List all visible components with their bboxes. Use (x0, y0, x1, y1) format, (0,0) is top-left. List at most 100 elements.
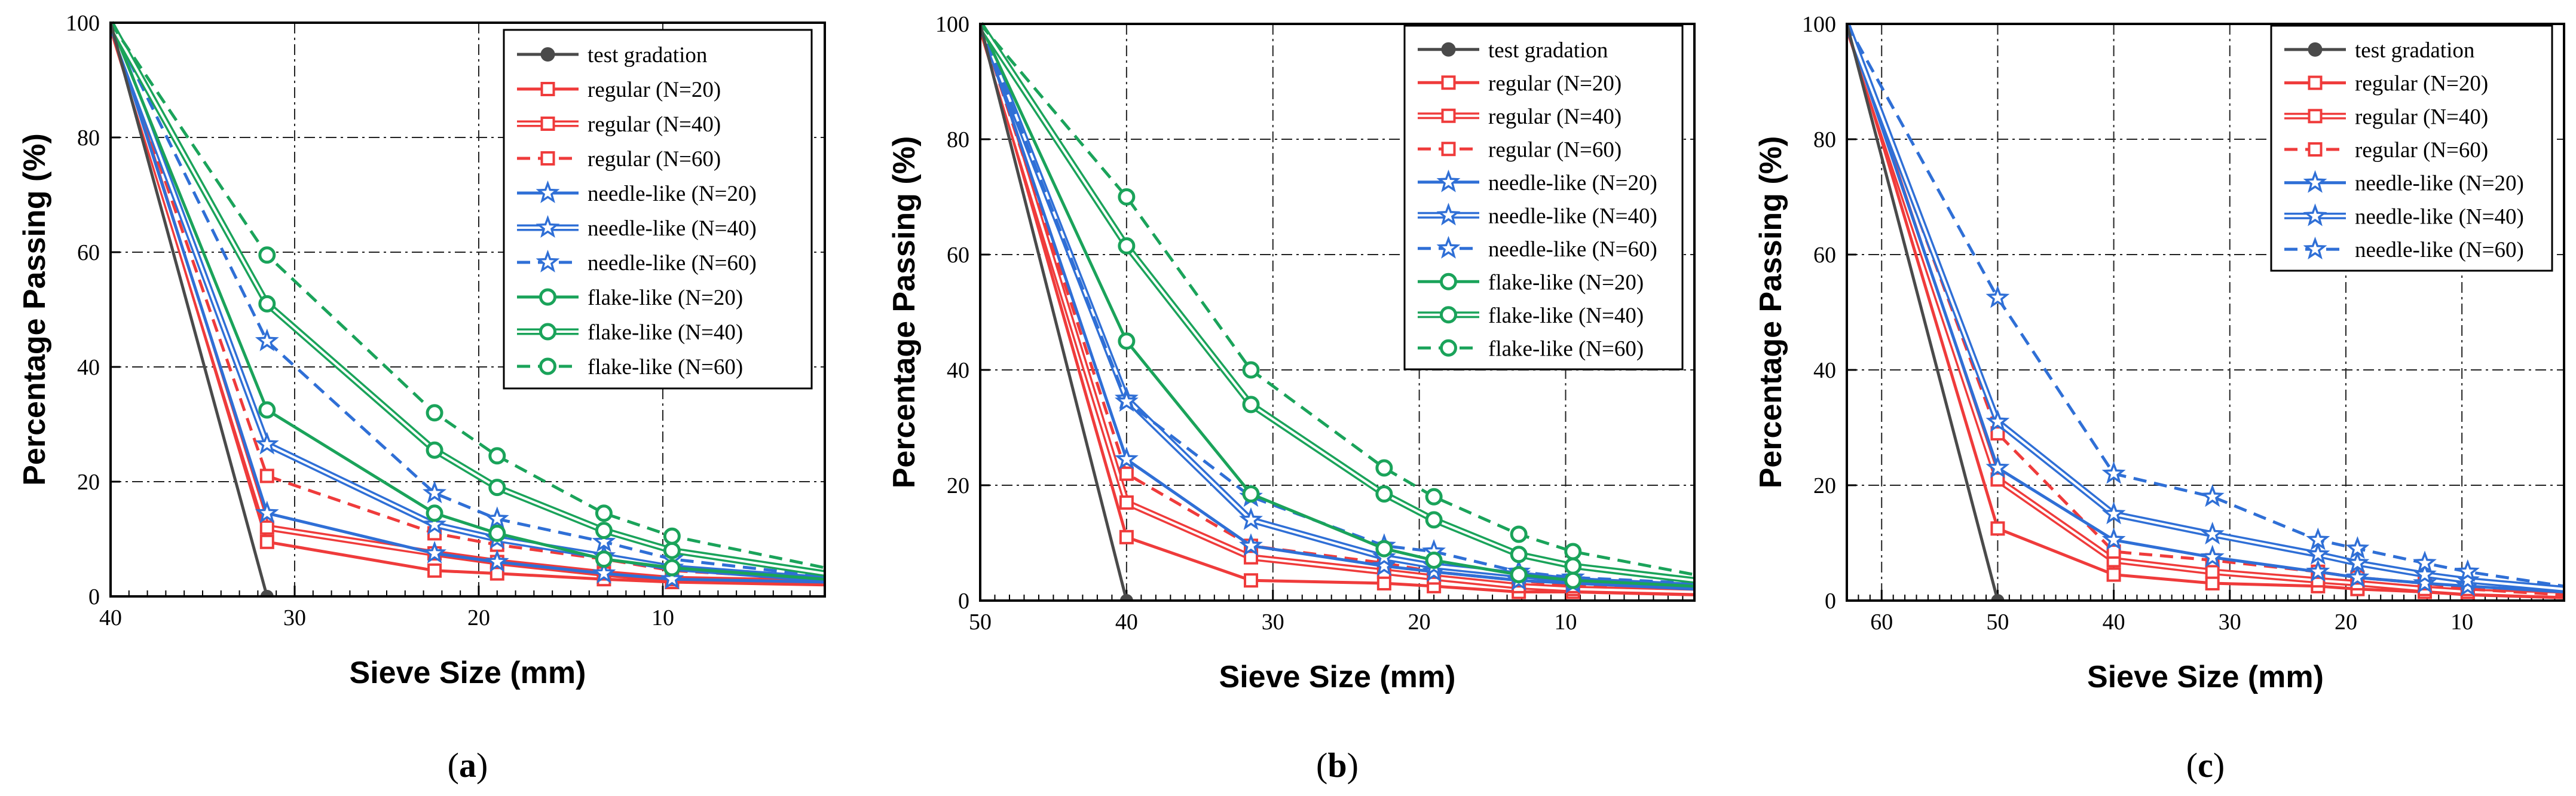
legend-swatch-marker (1436, 235, 1461, 259)
series-line-inner (980, 23, 1694, 582)
data-point (2101, 461, 2126, 484)
legend-swatch-marker (1441, 142, 1456, 157)
data-point (2345, 550, 2370, 574)
series-needle-single (111, 22, 825, 590)
data-point (485, 549, 509, 572)
legend-entry: regular (N=20) (1418, 71, 1622, 96)
legend-label: flake-like (N=60) (1488, 336, 1644, 361)
data-series (111, 21, 825, 596)
series-line (980, 23, 1128, 601)
data-point (1118, 332, 1136, 350)
legend-swatch-marker (540, 82, 555, 96)
data-point (259, 469, 274, 483)
y-axis-title: Percentage Passing (%) (887, 136, 922, 489)
series-line-inner (980, 23, 1694, 593)
legend-entry: flake-like (N=40) (1418, 304, 1644, 328)
y-tick-label: 40 (947, 358, 969, 383)
x-axis-title: Sieve Size (mm) (350, 656, 586, 690)
legend-label: test gradation (1488, 38, 1608, 63)
data-point (2205, 564, 2220, 579)
data-point (2106, 544, 2121, 559)
legend-label: needle-like (N=60) (1488, 237, 1657, 262)
data-point (2306, 527, 2330, 550)
legend-entry: regular (N=60) (517, 147, 721, 172)
data-point (1564, 543, 1582, 561)
data-point (258, 246, 276, 264)
legend-label: regular (N=40) (2355, 105, 2488, 129)
panel-label-close: ) (1347, 746, 1359, 785)
legend-swatch-marker (1440, 273, 1457, 290)
panel-label-close: ) (476, 746, 488, 785)
legend-swatch-marker (2308, 75, 2323, 90)
legend-entry: regular (N=40) (2284, 105, 2488, 129)
data-point (1990, 426, 2005, 441)
legend-label: flake-like (N=60) (588, 355, 743, 379)
legend-label: regular (N=60) (1488, 137, 1622, 162)
data-point (2101, 501, 2126, 525)
x-tick-label: 20 (1408, 610, 1431, 635)
data-point (1242, 361, 1260, 379)
series-line (980, 23, 1694, 591)
y-tick-label: 60 (947, 243, 969, 268)
panel-label-close: ) (2213, 746, 2225, 785)
data-point (1510, 546, 1528, 564)
data-point (255, 328, 279, 351)
legend-swatch-marker (2303, 203, 2327, 226)
legend-label: needle-like (N=40) (1488, 204, 1657, 228)
x-tick-label: 50 (1986, 610, 2009, 635)
legend-label: regular (N=40) (1488, 105, 1622, 129)
legend-label: flake-like (N=20) (1488, 270, 1644, 295)
plot-frame (1846, 23, 2565, 602)
legend-entry: flake-like (N=20) (1418, 270, 1644, 295)
panel-label-open: ( (2186, 746, 2198, 785)
data-point (1118, 188, 1136, 206)
data-point (258, 295, 276, 313)
legend-label: regular (N=20) (588, 78, 721, 102)
data-point (488, 524, 506, 542)
data-point (2413, 550, 2437, 574)
legend-label: needle-like (N=20) (2355, 172, 2524, 196)
legend-entry: flake-like (N=60) (517, 355, 743, 379)
y-tick-label: 0 (88, 584, 100, 610)
data-point (2205, 576, 2220, 591)
data-point (1985, 285, 2010, 308)
legend-swatch-marker (2308, 42, 2323, 57)
data-point (1119, 529, 1134, 544)
data-point (595, 550, 613, 568)
series-line (980, 23, 1694, 588)
legend-label: flake-like (N=20) (588, 286, 743, 310)
series-flake-double (980, 22, 1694, 584)
series-line (980, 23, 1694, 596)
data-point (2101, 527, 2126, 550)
data-point (1115, 446, 1139, 470)
data-point (1119, 594, 1133, 601)
legend-swatch-marker (2303, 237, 2327, 260)
series-flake-double (111, 21, 825, 577)
series-needle-dashed (1847, 23, 2564, 588)
y-tick-label: 60 (77, 240, 100, 265)
x-tick-label: 30 (2219, 610, 2241, 635)
data-point (1242, 485, 1260, 503)
data-point (426, 504, 443, 522)
legend-entry: flake-like (N=40) (517, 320, 743, 345)
x-tick-label: 10 (2450, 610, 2473, 635)
legend-label: flake-like (N=40) (1488, 304, 1644, 328)
legend-swatch-marker (1440, 339, 1457, 357)
legend-label: needle-like (N=20) (1488, 171, 1657, 195)
series-flake-single (111, 22, 825, 581)
data-point (1119, 466, 1134, 481)
data-point (1375, 540, 1393, 558)
data-point (1991, 594, 2005, 601)
series-flake-single (980, 23, 1694, 589)
legend-swatch-marker (536, 180, 560, 203)
legend-entry: needle-like (N=60) (1418, 235, 1657, 262)
data-point (260, 590, 274, 596)
data-point (2306, 541, 2330, 565)
data-point (423, 540, 447, 564)
legend-entry: needle-like (N=20) (1418, 169, 1657, 195)
series-line (1847, 23, 1999, 601)
data-point (2345, 565, 2370, 588)
legend-swatch-marker (539, 323, 556, 341)
legend-label: regular (N=60) (2355, 138, 2488, 163)
